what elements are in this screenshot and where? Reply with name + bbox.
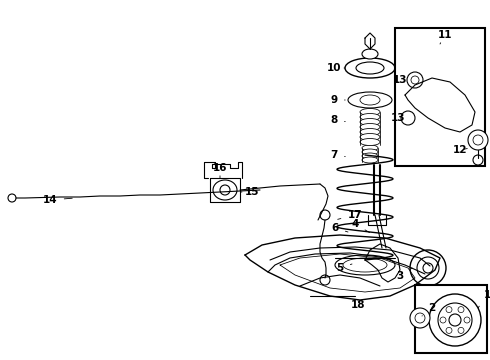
Ellipse shape (362, 149, 378, 155)
Circle shape (320, 210, 330, 220)
Circle shape (410, 250, 446, 286)
Text: 13: 13 (391, 113, 405, 123)
Bar (395, 28, 485, 166)
Ellipse shape (360, 129, 380, 135)
Ellipse shape (360, 123, 380, 130)
Ellipse shape (220, 185, 230, 195)
Circle shape (417, 257, 439, 279)
Text: 10: 10 (327, 63, 345, 73)
Circle shape (449, 314, 461, 326)
Circle shape (468, 130, 488, 150)
Circle shape (410, 308, 430, 328)
Circle shape (446, 307, 452, 312)
Ellipse shape (360, 118, 380, 126)
Ellipse shape (360, 134, 380, 140)
Text: 8: 8 (330, 115, 345, 125)
Circle shape (473, 135, 483, 145)
Text: 5: 5 (336, 263, 352, 273)
Ellipse shape (335, 255, 395, 275)
Circle shape (440, 317, 446, 323)
Ellipse shape (360, 113, 380, 121)
Ellipse shape (360, 139, 380, 145)
Circle shape (429, 294, 481, 346)
Text: 1: 1 (478, 290, 490, 308)
Text: 6: 6 (331, 223, 348, 233)
Circle shape (415, 313, 425, 323)
Ellipse shape (362, 145, 378, 151)
Text: 17: 17 (338, 210, 362, 220)
Circle shape (458, 327, 464, 333)
Ellipse shape (348, 92, 392, 108)
Ellipse shape (362, 157, 378, 163)
Circle shape (473, 155, 483, 165)
Text: 11: 11 (438, 30, 452, 44)
Text: 13: 13 (393, 75, 407, 85)
Circle shape (423, 263, 433, 273)
Circle shape (446, 327, 452, 333)
Ellipse shape (343, 258, 387, 272)
Circle shape (8, 194, 16, 202)
Ellipse shape (213, 180, 237, 200)
Text: 18: 18 (351, 300, 365, 310)
Text: 4: 4 (351, 219, 369, 233)
Circle shape (320, 275, 330, 285)
Ellipse shape (356, 62, 384, 74)
Circle shape (411, 76, 419, 84)
Circle shape (401, 111, 415, 125)
Circle shape (464, 317, 470, 323)
Text: 2: 2 (422, 303, 436, 316)
Circle shape (458, 307, 464, 312)
Ellipse shape (345, 58, 395, 78)
Ellipse shape (360, 95, 380, 105)
Text: 3: 3 (396, 268, 412, 281)
Text: 14: 14 (43, 195, 72, 205)
Circle shape (438, 303, 472, 337)
Ellipse shape (360, 108, 380, 116)
Bar (415, 285, 487, 353)
Ellipse shape (362, 153, 378, 159)
Text: 15: 15 (241, 187, 259, 197)
Text: 16: 16 (213, 163, 227, 178)
Text: 12: 12 (453, 145, 467, 155)
Circle shape (407, 72, 423, 88)
Ellipse shape (362, 49, 378, 59)
Text: 7: 7 (330, 150, 345, 160)
Text: 9: 9 (330, 95, 345, 105)
